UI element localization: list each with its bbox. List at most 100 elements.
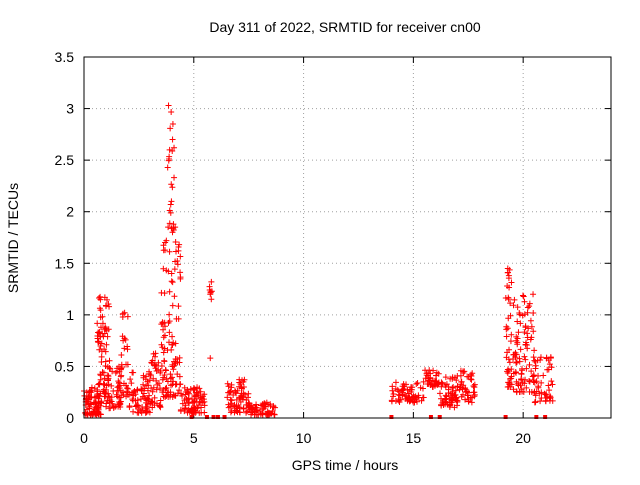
- data-point: [167, 393, 174, 400]
- data-point: [184, 396, 191, 403]
- data-point: [467, 371, 474, 378]
- data-point: [160, 349, 167, 356]
- y-tick-label: 0: [66, 410, 74, 426]
- data-point: [168, 270, 175, 277]
- y-tick-label: 3.5: [55, 49, 75, 65]
- data-point: [239, 377, 246, 384]
- data-point: [106, 365, 113, 372]
- data-point: [157, 385, 164, 392]
- data-point: [166, 318, 173, 325]
- data-point: [101, 294, 108, 301]
- data-point: [524, 309, 531, 316]
- data-point: [522, 376, 529, 383]
- data-point: [166, 146, 173, 153]
- data-point: [418, 397, 425, 404]
- data-point: [420, 378, 427, 385]
- data-point: [116, 368, 123, 375]
- data-point: [506, 346, 513, 353]
- data-point: [98, 340, 105, 347]
- data-point: [517, 346, 524, 353]
- data-point: [191, 384, 198, 391]
- data-point: [120, 389, 126, 396]
- data-point: [86, 388, 93, 395]
- y-tick-label: 2.5: [55, 152, 75, 168]
- data-point: [262, 410, 269, 417]
- data-point: [438, 402, 445, 409]
- data-point: [236, 404, 243, 411]
- data-point: [144, 387, 151, 394]
- data-point: [227, 388, 234, 395]
- data-point: [140, 381, 147, 388]
- data-point-zero: [534, 415, 539, 419]
- data-point: [506, 359, 513, 366]
- data-point: [96, 305, 103, 312]
- data-point: [184, 409, 191, 416]
- data-point: [143, 409, 150, 416]
- data-point: [520, 293, 527, 300]
- data-point: [177, 408, 184, 415]
- data-point: [82, 409, 89, 416]
- data-point: [457, 372, 464, 379]
- data-point: [86, 394, 93, 401]
- data-point: [253, 401, 260, 408]
- data-point: [96, 329, 103, 336]
- data-point: [189, 396, 196, 403]
- data-point: [160, 265, 167, 272]
- data-point: [228, 397, 235, 404]
- data-point: [133, 402, 140, 409]
- y-tick-label: 1.5: [55, 255, 75, 271]
- data-point: [526, 377, 533, 384]
- data-point: [512, 368, 519, 375]
- data-point: [511, 296, 518, 303]
- data-point: [95, 338, 102, 345]
- data-point: [442, 374, 449, 381]
- data-point: [158, 341, 165, 348]
- data-point: [443, 381, 450, 388]
- data-point: [530, 310, 537, 317]
- data-point: [535, 372, 542, 379]
- data-point: [530, 354, 537, 361]
- data-point: [159, 319, 166, 326]
- data-point: [147, 372, 154, 379]
- data-point: [176, 387, 183, 394]
- data-point: [537, 356, 544, 363]
- data-point: [94, 388, 101, 395]
- data-point: [244, 408, 251, 415]
- data-point: [185, 389, 192, 396]
- data-point: [96, 346, 103, 353]
- data-point: [128, 380, 135, 387]
- data-point: [192, 406, 199, 413]
- data-point: [462, 389, 469, 396]
- y-axis-label: SRMTID / TECUs: [5, 183, 21, 293]
- data-point: [270, 402, 277, 409]
- data-point: [103, 386, 110, 393]
- data-point: [130, 389, 137, 396]
- data-point: [130, 408, 137, 415]
- data-point: [535, 383, 542, 390]
- data-point: [526, 361, 533, 368]
- data-point: [526, 300, 533, 307]
- data-point: [177, 381, 184, 388]
- data-point: [532, 399, 539, 406]
- data-point: [233, 404, 240, 411]
- data-point: [505, 272, 512, 279]
- data-point: [508, 279, 515, 286]
- data-point: [102, 358, 109, 365]
- data-point: [94, 320, 101, 327]
- data-point: [153, 400, 160, 407]
- data-point: [526, 303, 533, 310]
- data-point: [521, 298, 528, 305]
- data-point: [121, 309, 128, 316]
- data-point: [114, 387, 121, 394]
- data-point: [147, 400, 154, 407]
- data-point: [224, 380, 231, 387]
- data-point: [160, 242, 167, 249]
- data-point: [124, 361, 131, 368]
- data-point: [549, 381, 556, 388]
- data-point: [517, 320, 524, 327]
- data-point: [537, 398, 544, 405]
- data-point: [112, 369, 119, 376]
- data-point: [158, 289, 165, 296]
- data-point: [177, 274, 184, 281]
- data-point: [163, 384, 170, 391]
